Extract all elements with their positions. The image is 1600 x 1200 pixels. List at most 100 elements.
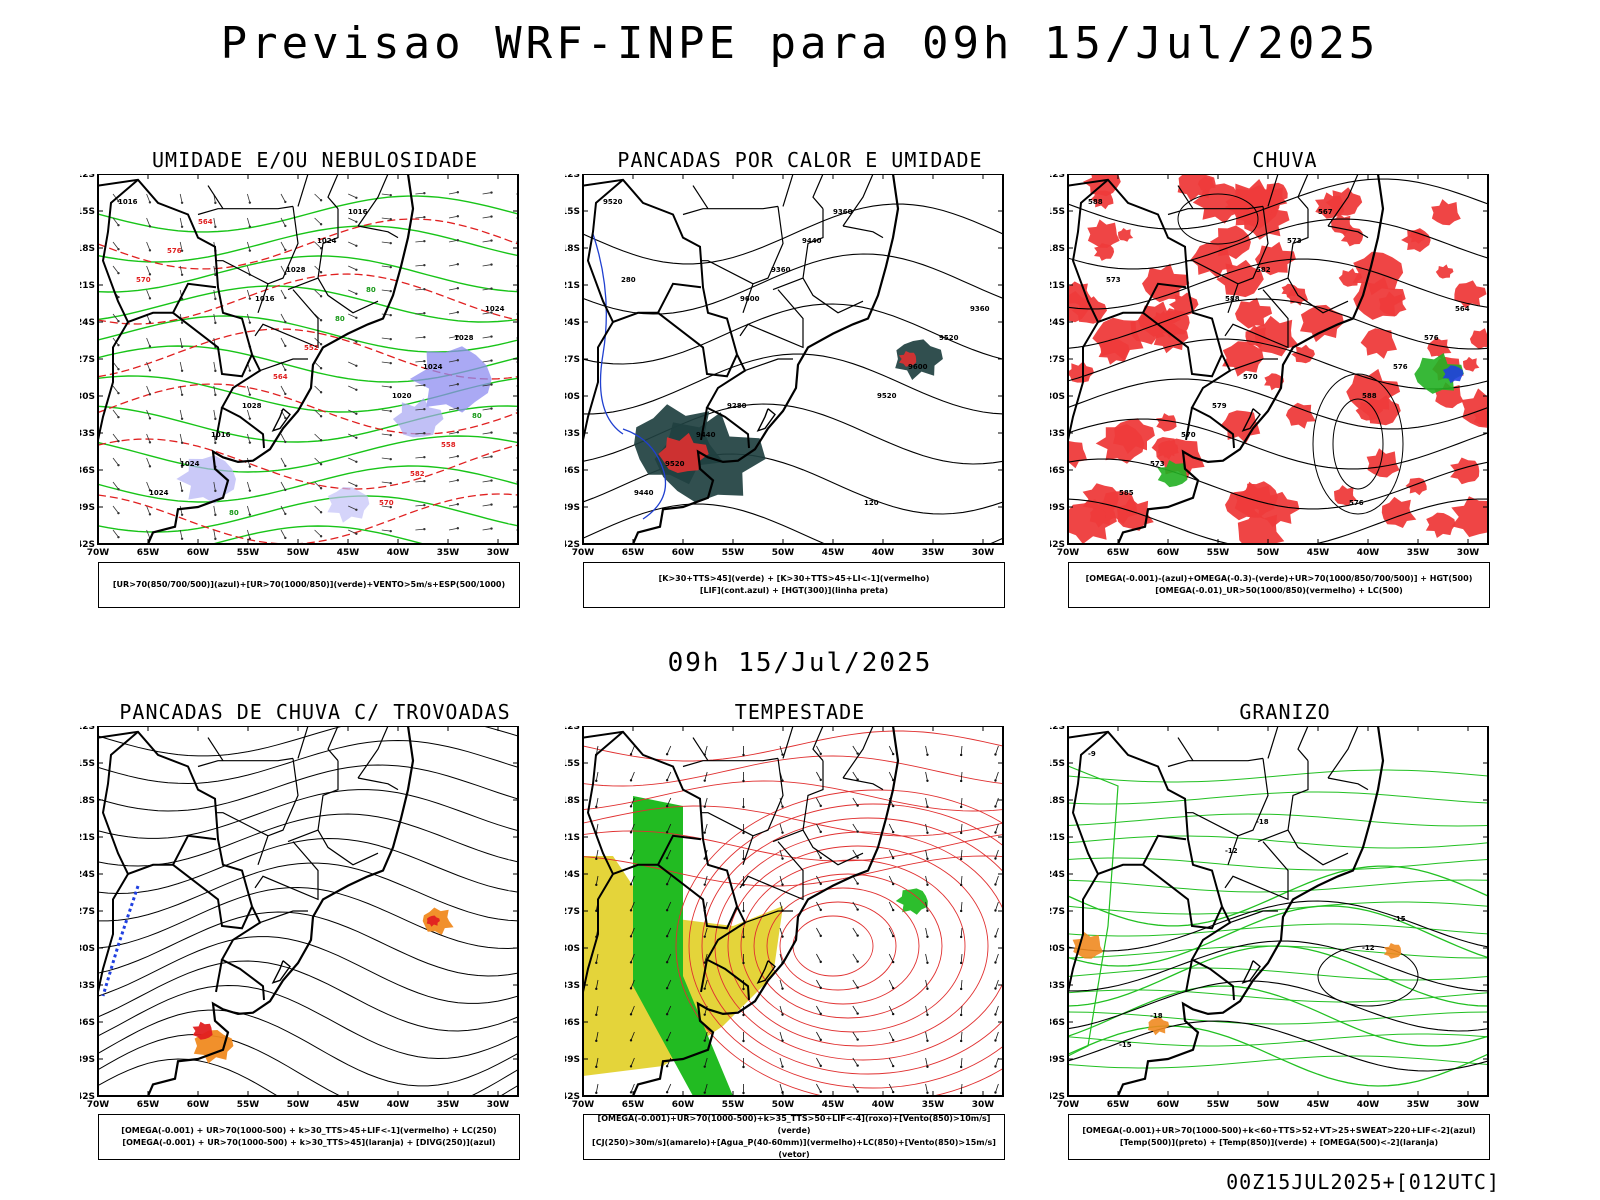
lon-tick-label: 65W [622, 1100, 645, 1110]
hgt500-contour [1068, 498, 1488, 544]
wind-vector [891, 752, 895, 756]
rain-red-area [1225, 179, 1281, 222]
rain-red-area [1381, 496, 1417, 528]
panel-title: UMIDADE E/OU NEBULOSIDADE [151, 148, 479, 172]
wind-vector [389, 457, 392, 461]
lon-tick-label: 50W [772, 548, 795, 558]
wind-vector [994, 1013, 997, 1016]
wind-vector [348, 361, 357, 367]
wind-vector [595, 1091, 598, 1095]
hgt500-contour [1068, 258, 1488, 310]
temp850-green-contour [1068, 865, 1488, 927]
wind-vector [248, 369, 252, 372]
hgt500-contour [1068, 458, 1488, 510]
rain-red-area [1190, 242, 1234, 279]
wind-vector [665, 909, 669, 912]
lat-tick-label: 18S [80, 796, 95, 806]
wind-vector [781, 1065, 784, 1068]
wind-vector [214, 417, 217, 421]
wind-vector [146, 217, 151, 227]
wind-vector [960, 797, 963, 807]
rain-red-area [1237, 510, 1285, 544]
wind-vector [355, 196, 358, 199]
wind-vector [524, 361, 526, 363]
wind-vector [448, 407, 458, 411]
wind-vector [423, 191, 426, 195]
temp850-green-contour [1068, 985, 1488, 1047]
wind-vector [704, 979, 708, 989]
wind-vector [248, 393, 252, 396]
rain-red-area [1118, 228, 1134, 242]
wind-vector [819, 752, 822, 756]
wind-vector [355, 316, 358, 319]
wind-vector [284, 248, 287, 252]
lat-tick-label: 27S [1050, 355, 1065, 365]
contour-label: 582 [1256, 266, 1271, 274]
wind-vector [284, 416, 287, 420]
wind-vector [891, 960, 895, 964]
wind-vector [856, 908, 859, 911]
wind-vector [180, 369, 184, 373]
lat-tick-label: 24S [1050, 870, 1065, 880]
wind-vector [248, 321, 252, 324]
temp500-contour [1068, 1020, 1488, 1072]
wind-vector [960, 979, 963, 989]
wind-vector [595, 875, 599, 885]
lat-tick-label: 39S [565, 1055, 580, 1065]
wind-vector [280, 457, 286, 467]
map-svg: 1016 1016 1020 1024 1028 1024 1024 1024 1028 1016… [80, 174, 526, 558]
wind-vector [666, 797, 672, 807]
wind-vector [247, 505, 251, 515]
wind-vector [112, 217, 119, 226]
lon-tick-label: 70W [1057, 1100, 1080, 1110]
rain-red-area [1427, 337, 1452, 359]
wind-vector [247, 289, 251, 299]
wind-vector [117, 343, 120, 347]
wind-vector [960, 927, 963, 937]
rain-red-area [1434, 382, 1464, 409]
wind-vector [482, 504, 492, 507]
wind-vector [891, 830, 895, 834]
wind-vector [355, 484, 358, 487]
wind-vector [148, 513, 152, 516]
streamline [98, 739, 518, 785]
wind-vector [284, 320, 287, 324]
rh-green-contour [98, 435, 518, 473]
wind-vector [925, 979, 928, 989]
wind-vector [595, 953, 599, 963]
lat-tick-label: 36S [565, 466, 580, 476]
wind-vector [247, 481, 251, 491]
wind-vector [888, 1083, 894, 1093]
red-area [192, 1021, 213, 1040]
wind-vector [482, 456, 492, 459]
lon-tick-label: 40W [1357, 1100, 1380, 1110]
lat-tick-label: 15S [565, 207, 580, 217]
wind-vector [284, 200, 287, 204]
wind-vector [314, 217, 322, 225]
lon-tick-label: 50W [287, 1100, 310, 1110]
lat-tick-label: 36S [565, 1018, 580, 1028]
wind-vector [994, 883, 997, 886]
wind-vector [348, 337, 357, 343]
wind-vector [779, 849, 783, 859]
contour-label: 558 [441, 441, 456, 449]
wind-vector [994, 831, 997, 834]
wind-vector [779, 823, 783, 833]
wind-vector [926, 883, 929, 887]
wind-vector [595, 961, 598, 965]
wind-vector [448, 263, 458, 267]
wind-vector [926, 1039, 929, 1043]
rain-red-area [1469, 328, 1488, 350]
lon-tick-label: 60W [187, 1100, 210, 1110]
contour-label: 9520 [665, 460, 685, 468]
lon-tick-label: 30W [972, 548, 995, 558]
main-title: Previsao WRF-INPE para 09h 15/Jul/2025 [220, 18, 1380, 69]
rain-red-area [1401, 228, 1431, 253]
wind-vector [348, 217, 357, 223]
wind-vector [389, 193, 392, 197]
wind-vector [117, 223, 120, 227]
lon-tick-label: 60W [1157, 1100, 1180, 1110]
wind-vector [490, 503, 493, 506]
rh-green-contour [98, 195, 518, 233]
wind-vector [630, 797, 635, 807]
